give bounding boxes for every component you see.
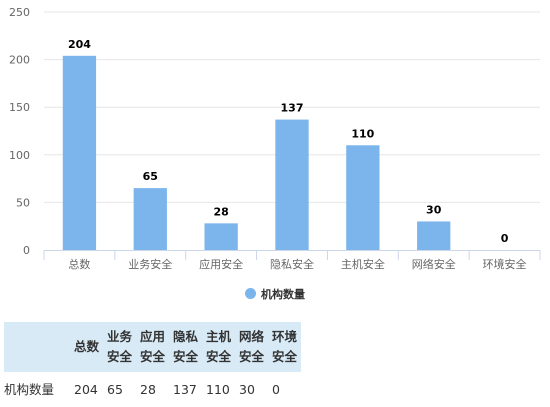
data-table: 总数 业务安全 应用安全 隐私安全 主机安全 网络安全 环境安全 机构数量 20…: [4, 322, 301, 400]
x-tick-label: 主机安全: [341, 257, 385, 271]
y-axis-ticks: 0 50 100 150 200 250: [9, 6, 30, 257]
legend-marker: [245, 288, 256, 299]
bar[interactable]: [62, 55, 97, 251]
table-header-cell: 总数: [74, 339, 100, 354]
table-header-cell: 网络安全: [239, 329, 265, 364]
bar[interactable]: [133, 188, 167, 250]
y-tick-label: 0: [23, 244, 30, 257]
x-tick-label: 环境安全: [483, 257, 527, 271]
legend[interactable]: 机构数量: [0, 286, 550, 302]
table-cell: 28: [140, 382, 156, 397]
bars: [62, 55, 451, 251]
bar[interactable]: [204, 223, 238, 250]
table-cell: 110: [206, 382, 230, 397]
x-tick-label: 总数: [68, 257, 90, 271]
x-tick-label: 网络安全: [412, 257, 456, 271]
table-row-label: 机构数量: [4, 382, 55, 397]
data-labels: 204 65 28 137 110 30 0: [68, 38, 509, 245]
table-header-cell: 主机安全: [206, 329, 232, 364]
y-tick-label: 100: [9, 149, 30, 162]
data-label: 110: [351, 127, 374, 140]
data-label: 28: [213, 205, 228, 218]
data-label: 30: [426, 203, 442, 216]
legend-label: 机构数量: [261, 288, 305, 301]
table-corner: [4, 322, 70, 372]
y-tick-label: 150: [9, 101, 30, 114]
table-cell: 30: [239, 382, 255, 397]
x-tick-label: 应用安全: [199, 257, 243, 271]
x-tick-label: 业务安全: [128, 257, 172, 271]
bar[interactable]: [275, 119, 309, 251]
table-row: 机构数量 204 65 28 137 110 30 0: [4, 372, 301, 400]
y-tick-label: 50: [16, 196, 30, 209]
bar-chart: 0 50 100 150 200 250 204 65 28 137 110 30 0 总数 业务安全 应…: [9, 6, 541, 271]
x-axis: 总数 业务安全 应用安全 隐私安全 主机安全 网络安全 环境安全: [43, 250, 541, 271]
table-header-cell: 隐私安全: [173, 329, 199, 364]
y-tick-label: 200: [9, 54, 30, 67]
table-header-cell: 业务安全: [107, 329, 133, 364]
table-cell: 204: [74, 382, 98, 397]
data-label: 65: [143, 170, 158, 183]
data-label: 204: [68, 38, 91, 51]
data-label: 137: [281, 102, 304, 115]
bar[interactable]: [417, 221, 451, 250]
table-header-row: 总数 业务安全 应用安全 隐私安全 主机安全 网络安全 环境安全: [4, 322, 301, 372]
data-label: 0: [501, 232, 509, 245]
x-tick-label: 隐私安全: [270, 257, 314, 271]
table-header-cell: 环境安全: [272, 329, 298, 364]
bar[interactable]: [346, 145, 380, 250]
grid-lines: [44, 11, 540, 203]
table-header-cell: 应用安全: [140, 329, 166, 364]
table-cell: 65: [107, 382, 123, 397]
y-tick-label: 250: [9, 6, 30, 19]
table-cell: 0: [272, 382, 280, 397]
table-cell: 137: [173, 382, 197, 397]
